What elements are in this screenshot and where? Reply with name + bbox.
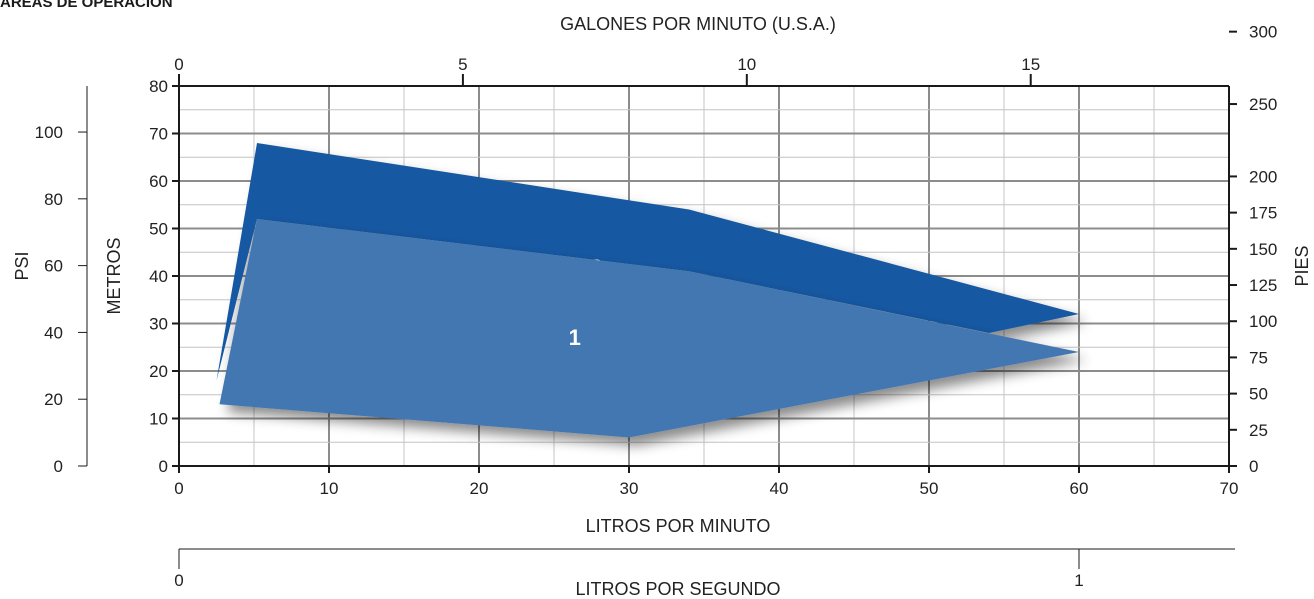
top-axis-title: GALONES POR MINUTO (U.S.A.) (560, 14, 836, 34)
series-label-1: 1 (569, 325, 581, 350)
right-tick-label: 75 (1249, 348, 1268, 367)
y-tick-label: 70 (149, 125, 168, 144)
psi-tick-label: 20 (44, 390, 63, 409)
psi-tick-label: 40 (44, 323, 63, 342)
y-tick-label: 50 (149, 220, 168, 239)
x-tick-label: 10 (320, 479, 339, 498)
right-tick-label: 150 (1249, 240, 1277, 259)
x-tick-label: 0 (174, 479, 183, 498)
top-tick-label: 0 (174, 55, 183, 74)
top-tick-label: 5 (458, 55, 467, 74)
y-tick-label: 40 (149, 267, 168, 286)
y-tick-label: 80 (149, 77, 168, 96)
y-tick-label: 30 (149, 315, 168, 334)
right-tick-label: 300 (1249, 23, 1277, 42)
series-area-2 (216, 143, 1079, 381)
psi-tick-label: 100 (35, 123, 63, 142)
x-tick-label: 30 (620, 479, 639, 498)
x-tick-label: 70 (1220, 479, 1239, 498)
psi-tick-label: 0 (54, 457, 63, 476)
x-tick-label: 50 (920, 479, 939, 498)
series-layer: 21 (216, 143, 1079, 438)
x-tick-label: 60 (1070, 479, 1089, 498)
psi-tick-label: 80 (44, 190, 63, 209)
y-tick-label: 20 (149, 362, 168, 381)
right-tick-label: 250 (1249, 95, 1277, 114)
right-tick-label: 125 (1249, 276, 1277, 295)
right-tick-label: 100 (1249, 312, 1277, 331)
y-axis-title: METROS (104, 237, 124, 314)
bottom-secondary-axis-title: LITROS POR SEGUNDO (575, 579, 780, 599)
top-tick-label: 10 (737, 55, 756, 74)
y-tick-label: 0 (159, 457, 168, 476)
x-tick-label: 40 (770, 479, 789, 498)
right-tick-label: 0 (1249, 457, 1258, 476)
psi-tick-label: 60 (44, 257, 63, 276)
y-tick-label: 10 (149, 410, 168, 429)
top-tick-label: 15 (1021, 55, 1040, 74)
lps-tick-label: 1 (1074, 571, 1083, 590)
left-secondary-axis-title: PSI (12, 251, 32, 280)
series-area-1 (219, 219, 1079, 438)
x-tick-label: 20 (470, 479, 489, 498)
x-axis-title: LITROS POR MINUTO (586, 516, 771, 536)
lps-tick-label: 0 (174, 571, 183, 590)
right-axis-title: PIES (1292, 245, 1312, 286)
right-tick-label: 175 (1249, 204, 1277, 223)
right-tick-label: 25 (1249, 421, 1268, 440)
right-tick-label: 50 (1249, 385, 1268, 404)
y-tick-label: 60 (149, 172, 168, 191)
chart-title: ÁREAS DE OPERACIÓN (0, 0, 173, 11)
right-tick-label: 200 (1249, 167, 1277, 186)
